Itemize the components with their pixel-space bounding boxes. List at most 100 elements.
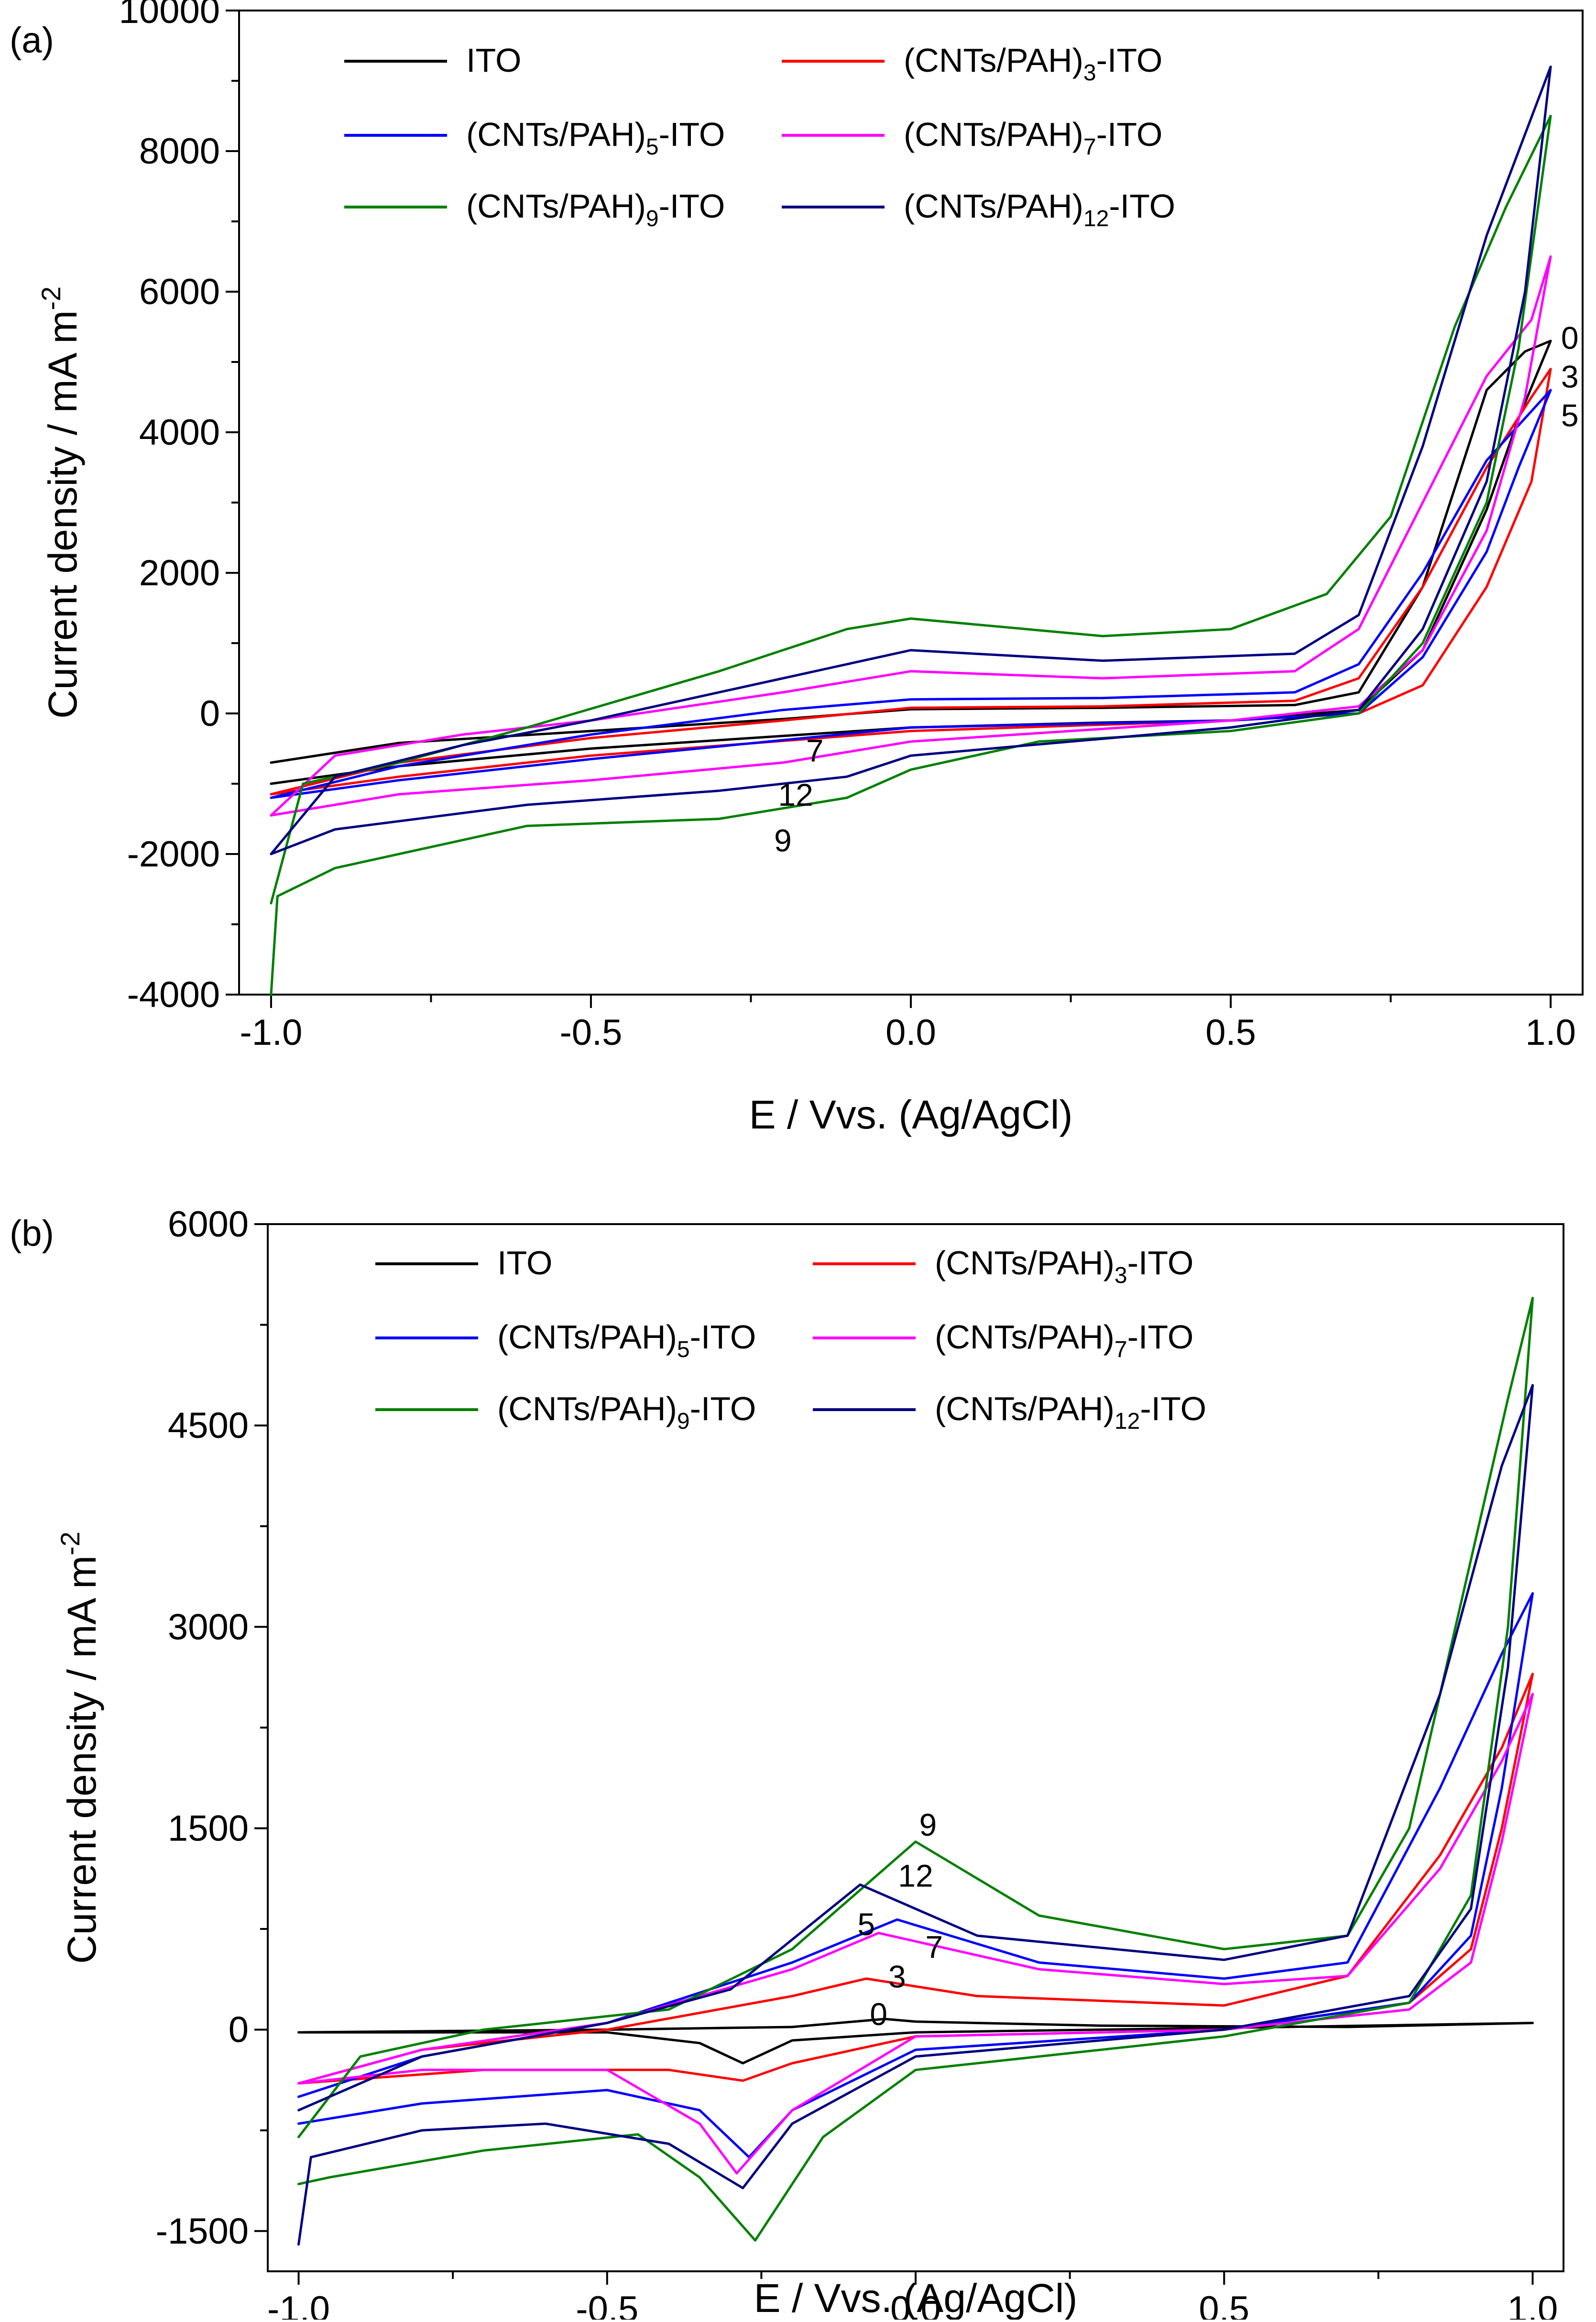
curve-annotation: 3 [888,1959,906,1994]
legend-name: (CNTs/PAH) [497,1318,677,1356]
series-line-1 [270,368,1552,796]
y-tick-label: 4500 [168,1405,249,1446]
y-axis-label-sup: -2 [55,1532,85,1555]
legend-sub: 3 [1083,60,1096,86]
legend-suffix: -ITO [659,116,725,153]
y-tick-label: 6000 [139,272,220,312]
legend-name: ITO [497,1244,552,1281]
y-tick-label: 1500 [168,1808,249,1849]
legend-name: (CNTs/PAH) [935,1390,1115,1427]
y-tick-label: 0 [229,2010,249,2050]
legend-name: (CNTs/PAH) [904,116,1083,153]
curve-annotation: 7 [925,1929,943,1965]
legend-suffix: -ITO [690,1390,756,1427]
legend-name: (CNTs/PAH) [466,187,646,225]
legend-sub: 7 [1083,134,1096,160]
series-line-2 [297,1592,1534,2158]
panel-a: -1.0 -0.5 0.0 0.5 1.0 -4000 -2000 0 2000 4000 6000… [10,0,1584,1137]
y-tick-label: -1500 [156,2211,249,2252]
series-line-4 [270,115,1552,996]
x-tick-label: 0.0 [885,1012,936,1053]
legend-suffix: -ITO [690,1318,756,1356]
y-tick-label: -2000 [127,834,220,875]
legend-suffix: -ITO [1140,1390,1206,1427]
y-axis-label-text: Current density / mA m [59,1555,104,1964]
curve-annotation: 5 [857,1906,875,1942]
series-line-3 [270,255,1552,817]
series-line-0 [270,340,1552,785]
x-tick-label: -0.5 [576,2289,638,2320]
legend-name: (CNTs/PAH) [497,1390,677,1427]
legend-sub: 3 [1115,1263,1127,1288]
curve-annotation: 9 [774,823,792,858]
legend-label-5: (CNTs/PAH)12-ITO [904,187,1175,231]
legend-label-3: (CNTs/PAH)7-ITO [904,116,1162,160]
curve-annotation: 0 [1561,320,1579,356]
y-tick-label: 10000 [119,0,220,31]
legend-label-5: (CNTs/PAH)12-ITO [935,1390,1206,1434]
legend-name: (CNTs/PAH) [935,1244,1115,1281]
plot-frame [267,1223,1564,2272]
y-tick-label: 0 [200,693,220,734]
plot-frame [238,10,1584,996]
legend-label-0: ITO [466,42,521,79]
legend-sub: 5 [646,134,659,160]
x-tick-label: 1.0 [1525,1012,1576,1053]
legend-label-2: (CNTs/PAH)5-ITO [497,1318,756,1362]
x-tick-label: 0.5 [1205,1012,1256,1053]
x-tick-label: -0.5 [559,1012,622,1053]
legend-name: ITO [466,42,521,79]
legend-suffix: -ITO [1096,42,1163,79]
y-tick-label: 4000 [139,412,220,453]
x-tick-label: -1.0 [240,1012,302,1053]
legend-label-4: (CNTs/PAH)9-ITO [466,187,725,231]
legend-label-3: (CNTs/PAH)7-ITO [935,1318,1193,1362]
series-line-5 [297,1384,1534,2246]
legend-suffix: -ITO [1096,116,1163,153]
panel-label: (b) [10,1213,54,1254]
y-axis-label: Current density / mA m-2 [55,1532,104,1964]
legend-suffix: -ITO [1127,1244,1194,1281]
series-line-3 [297,1693,1534,2175]
legend-label-0: ITO [497,1244,552,1281]
panel-label: (a) [10,20,54,61]
x-tick-label: 0.0 [890,2289,941,2320]
curve-annotation: 9 [919,1807,937,1842]
legend-sub: 7 [1115,1337,1127,1362]
curve-annotation: 12 [898,1858,933,1894]
series-line-4 [297,1296,1534,2242]
x-tick-label: 0.5 [1199,2289,1249,2320]
series-line-0 [297,2017,1534,2065]
legend-label-2: (CNTs/PAH)5-ITO [466,116,725,160]
legend-name: (CNTs/PAH) [904,42,1083,79]
panel-b: -1.0 -0.5 0.0 0.5 1.0 -1500 0 1500 3000 4500 6000 I… [10,1204,1564,2322]
legend-name: (CNTs/PAH) [466,116,646,153]
curve-annotation: 5 [1561,397,1579,433]
x-tick-label: -1.0 [267,2289,330,2320]
legend-sub: 9 [677,1409,690,1434]
series-line-1 [297,1673,1534,2085]
legend-name: (CNTs/PAH) [935,1318,1115,1356]
legend-suffix: -ITO [1127,1318,1194,1356]
x-axis-label: E / Vvs. (Ag/AgCl) [749,1092,1073,1137]
legend-label-4: (CNTs/PAH)9-ITO [497,1390,756,1434]
legend-suffix: -ITO [659,187,725,225]
y-tick-label: 3000 [168,1607,249,1647]
legend-sub: 12 [1083,206,1109,231]
legend-label-1: (CNTs/PAH)3-ITO [935,1244,1193,1288]
y-tick-label: 6000 [168,1204,249,1245]
y-tick-label: 8000 [139,131,220,172]
y-tick-label: -4000 [127,975,220,1015]
series-line-2 [270,389,1552,799]
y-axis-label-text: Current density / mA m [40,310,85,719]
x-tick-label: 1.0 [1508,2289,1558,2320]
y-axis-label: Current density / mA m-2 [36,286,85,719]
series-line-5 [270,66,1552,855]
legend-name: (CNTs/PAH) [904,187,1083,225]
legend-label-1: (CNTs/PAH)3-ITO [904,42,1162,86]
legend-sub: 12 [1115,1409,1140,1434]
curve-annotation: 3 [1561,359,1579,394]
legend-suffix: -ITO [1109,187,1175,225]
